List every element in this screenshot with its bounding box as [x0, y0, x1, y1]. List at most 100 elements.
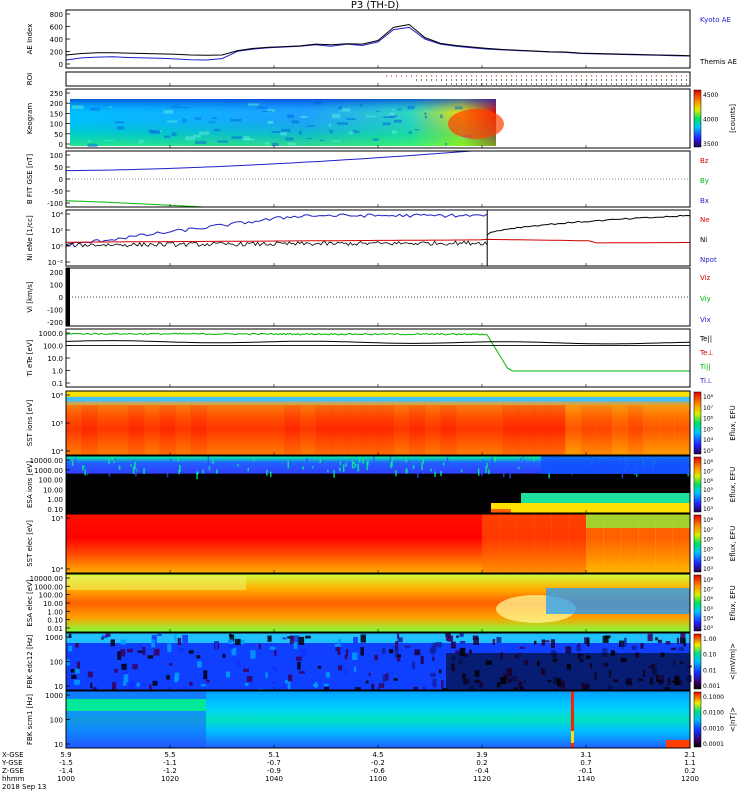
keogram-pixel-cluster: [199, 131, 210, 135]
esa-ion-speckle: [253, 458, 255, 461]
esa-ion-speckle: [494, 456, 496, 462]
esa-ion-speckle: [354, 463, 357, 467]
esa-ion-speckle: [134, 461, 136, 470]
xaxis-tick-label: -1.4: [59, 767, 73, 775]
fbk-e-pixel: [420, 656, 424, 665]
fbk-e-pixel: [337, 665, 343, 671]
panel-frame-density: [65, 209, 691, 267]
fbk-e-pixel: [121, 663, 127, 670]
fbk-e-pixel: [189, 681, 193, 686]
fbk-e-pixel: [243, 668, 249, 672]
sst-ion-column: [440, 405, 457, 455]
ytick-label-velocity: 200: [50, 269, 63, 277]
xaxis-tick-label: 4.5: [372, 751, 383, 759]
xaxis-tick-label: -0.2: [371, 759, 385, 767]
fbk-e-pixel: [149, 684, 152, 693]
esa-ion-speckle: [113, 460, 116, 463]
esa-ion-speckle: [488, 469, 490, 475]
figure-title: P3 (TH-D): [351, 0, 399, 11]
esa-ion-speckle: [74, 457, 77, 463]
esa-ion-speckle: [202, 469, 204, 474]
esa-ion-speckle: [437, 463, 439, 468]
keogram-pixel-cluster: [267, 109, 275, 113]
ytick-label-ae: 400: [50, 36, 63, 44]
fbk-e-pixel: [295, 635, 300, 643]
ylabel-keogram: Keogram: [26, 103, 34, 134]
colorbar-tick-sst_ion: 10⁸: [703, 394, 714, 401]
esa-ion-speckle: [71, 460, 74, 466]
sst-elec-late-band: [586, 514, 690, 528]
colorbar-tick-fbk_b: 0.0010: [703, 725, 724, 732]
fbk-e-pixel: [394, 645, 398, 649]
legend-velocity: Viy: [700, 295, 711, 303]
esa-ion-speckle: [434, 470, 436, 477]
esa-ion-speckle: [319, 459, 321, 464]
sst-ion-spectrogram: [66, 391, 690, 455]
colorbar-sst_elec: [693, 514, 702, 573]
sst-ion-column: [81, 405, 98, 455]
keogram-pixel-cluster: [424, 112, 427, 115]
legend-density: Npot: [700, 256, 717, 264]
sst-elec-column: [516, 514, 535, 573]
fbk-e-pixel: [147, 655, 154, 659]
ylabel-bfield: B FIT GSE [nT]: [26, 154, 34, 205]
fbk-e-pixel: [640, 643, 644, 649]
temp-ti-line: [65, 332, 488, 336]
keogram-pixel-cluster: [178, 106, 189, 108]
fbk-e-pixel: [360, 647, 364, 656]
keogram-pixel-cluster: [242, 136, 250, 141]
ytick-label-esa_elec: 10.00: [43, 600, 63, 608]
esa-ion-speckle: [548, 471, 550, 479]
keogram-pixel-cluster: [393, 119, 403, 123]
colorbar-tick-fbk_b: 0.0001: [703, 741, 724, 748]
esa-ion-speckle: [533, 457, 535, 461]
colorbar-tick-esa_elec: 10⁷: [703, 587, 714, 594]
keogram-pixel-cluster: [332, 114, 341, 119]
keogram-pixel-cluster: [332, 140, 342, 142]
spectrogram-layer: [66, 89, 692, 748]
sst-elec-column: [655, 514, 674, 573]
ae-series-themis-ae: [65, 23, 691, 57]
keogram-pixel-cluster: [407, 105, 415, 110]
esa-ion-speckle: [524, 465, 527, 474]
legend-bfield: Bz: [700, 157, 709, 165]
fbk-e-pixel: [447, 635, 454, 642]
keogram-pixel-cluster: [397, 108, 402, 111]
sst-ion-column: [502, 405, 519, 455]
keogram-pixel-cluster: [281, 128, 291, 132]
panel-frame-temp: [65, 328, 691, 388]
xaxis-row-label: Y-GSE: [1, 759, 23, 767]
esa-ion-speckle: [237, 464, 239, 467]
fbk-e-pixel: [265, 672, 268, 679]
fbk-e-pixel: [382, 674, 386, 683]
fbk-e-pixel: [678, 647, 684, 652]
keogram-pixel-cluster: [382, 122, 391, 126]
sst-ion-column: [424, 405, 441, 455]
fbk-e-pixel: [271, 666, 276, 670]
ytick-label-keogram: 0: [59, 141, 63, 149]
fbk-e-pixel: [432, 656, 435, 661]
fbk-e-pixel: [680, 633, 686, 638]
esa-ion-speckle: [319, 462, 322, 467]
esa-ion-speckle: [345, 463, 347, 467]
fbk-e-pixel: [665, 641, 671, 645]
legend-ae: Kyoto AE: [700, 16, 731, 24]
keogram-pixel-cluster: [114, 121, 124, 124]
keogram-pixel-cluster: [185, 136, 195, 141]
keogram-pixel-cluster: [194, 117, 202, 120]
fbk-e-pixel: [267, 635, 272, 642]
fbk-e-pixel: [174, 672, 180, 681]
fbk-e-pixel: [282, 683, 288, 691]
xaxis-tick-label: -0.6: [371, 767, 385, 775]
sst-elec-column: [672, 514, 691, 573]
esa-ion-speckle: [422, 468, 425, 474]
keogram-pixel-cluster: [87, 143, 98, 148]
fbk-e-pixel: [169, 663, 173, 666]
esa-ion-speckle: [478, 465, 480, 469]
keogram-pixel-cluster: [383, 116, 395, 119]
xaxis-tick-label: 1200: [681, 775, 699, 783]
fbk-e-pixel: [120, 639, 127, 645]
sst-ion-column: [549, 405, 566, 455]
colorbar-esa_elec: [693, 574, 702, 632]
